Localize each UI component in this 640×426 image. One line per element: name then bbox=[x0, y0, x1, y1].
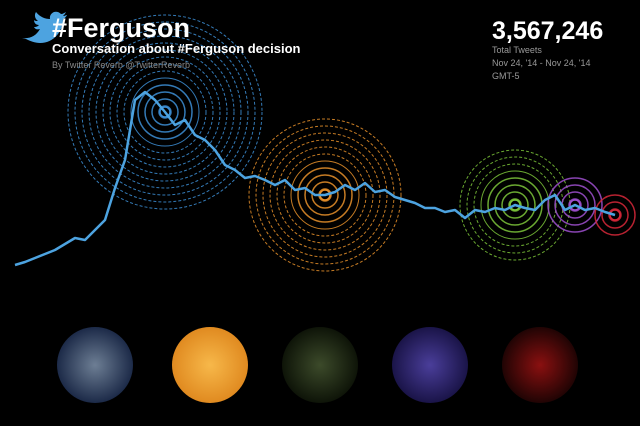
highlight-ring bbox=[304, 174, 346, 216]
highlight-ring bbox=[608, 208, 622, 222]
highlight-ring bbox=[123, 70, 207, 154]
highlight-ring bbox=[130, 77, 200, 147]
twitter-logo bbox=[22, 11, 67, 43]
highlight-ring bbox=[81, 28, 249, 196]
highlight-ring bbox=[473, 163, 557, 247]
highlight-ring bbox=[297, 167, 353, 223]
highlight-ring bbox=[594, 194, 636, 236]
highlight-ring bbox=[95, 42, 235, 182]
date-range: Nov 24, '14 - Nov 24, '14 bbox=[492, 58, 591, 68]
thumbnail[interactable] bbox=[57, 327, 133, 403]
timezone: GMT-5 bbox=[492, 71, 520, 81]
highlight-ring bbox=[74, 21, 256, 203]
highlight-ring bbox=[109, 56, 221, 168]
highlight-ring bbox=[144, 91, 186, 133]
highlight-ring bbox=[494, 184, 536, 226]
highlight-ring bbox=[554, 184, 596, 226]
highlight-ring bbox=[116, 63, 214, 161]
thumbnails bbox=[57, 327, 578, 403]
highlight-ring bbox=[158, 105, 172, 119]
total: 3,567,246 bbox=[492, 17, 603, 45]
highlight-ring bbox=[248, 118, 402, 272]
highlight-ring bbox=[547, 177, 603, 233]
title: #Ferguson bbox=[52, 13, 190, 43]
highlight-ring bbox=[480, 170, 550, 240]
highlight-ring bbox=[283, 153, 367, 237]
highlight-ring bbox=[601, 201, 629, 229]
highlight-ring bbox=[151, 98, 179, 126]
subtitle: Conversation about #Ferguson decision bbox=[52, 41, 301, 56]
highlight-ring bbox=[290, 160, 360, 230]
thumbnail[interactable] bbox=[282, 327, 358, 403]
highlight-ring bbox=[276, 146, 374, 244]
highlight-ring bbox=[269, 139, 381, 251]
highlight-ring bbox=[102, 49, 228, 175]
total-label: Total Tweets bbox=[492, 45, 542, 55]
thumbnail[interactable] bbox=[392, 327, 468, 403]
highlight-layer bbox=[67, 14, 636, 272]
highlight-ring bbox=[88, 35, 242, 189]
thumbnail[interactable] bbox=[502, 327, 578, 403]
highlight-ring bbox=[311, 181, 339, 209]
highlight-ring bbox=[487, 177, 543, 233]
highlight-ring bbox=[508, 198, 522, 212]
highlight-ring bbox=[67, 14, 263, 210]
highlight-ring bbox=[137, 84, 193, 140]
line bbox=[14, 90, 616, 267]
byline: By Twitter Reverb @TwitterReverb bbox=[52, 60, 190, 70]
highlight-ring bbox=[568, 198, 582, 212]
highlight-ring bbox=[501, 191, 529, 219]
highlight-ring bbox=[262, 132, 388, 258]
thumbnail[interactable] bbox=[172, 327, 248, 403]
